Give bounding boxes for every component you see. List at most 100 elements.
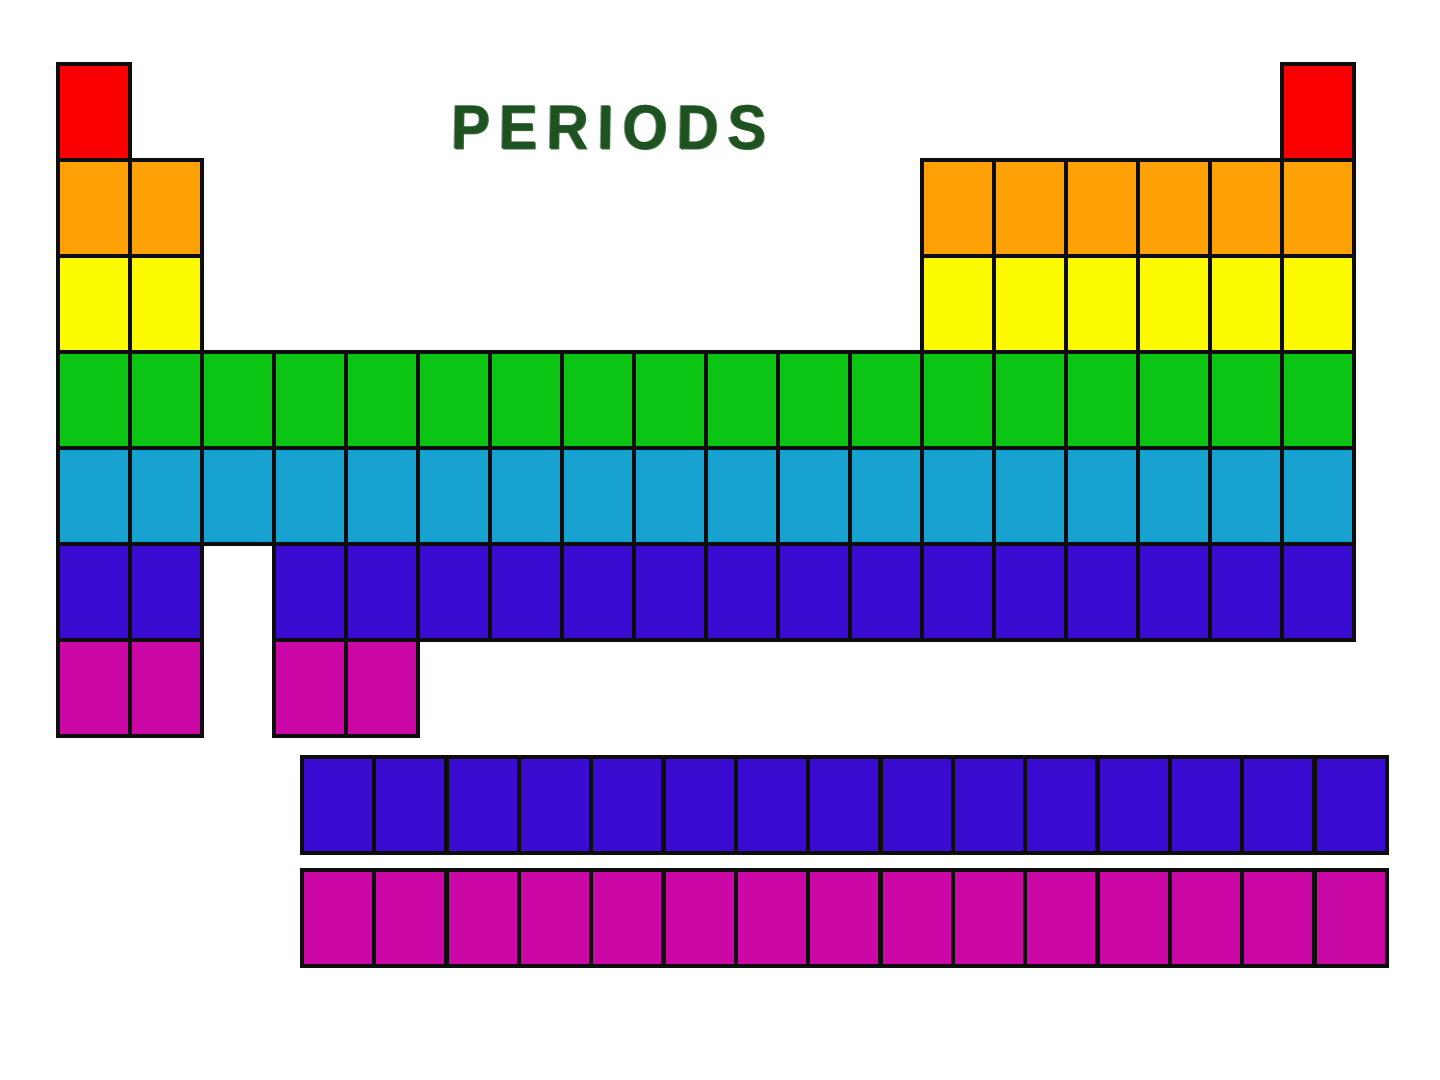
period-5-cyan-cell-col-15 (1064, 446, 1140, 546)
actinide-row-cell-9 (879, 868, 955, 968)
period-6-blue-cell-col-8 (560, 542, 636, 642)
period-7-magenta-cell-col-1 (56, 638, 132, 738)
period-4-green-cell-col-7 (488, 350, 564, 450)
period-6-blue-cell-col-15 (1064, 542, 1140, 642)
lanthanide-row-cell-3 (445, 755, 521, 855)
period-1-red-cell-col-18 (1280, 62, 1356, 162)
period-2-orange-cell-col-14 (992, 158, 1068, 258)
period-5-cyan-cell-col-8 (560, 446, 636, 546)
period-5-cyan-cell-col-16 (1136, 446, 1212, 546)
period-6-blue-cell-col-1 (56, 542, 132, 642)
period-4-green-cell-col-5 (344, 350, 420, 450)
period-4-green-cell-col-6 (416, 350, 492, 450)
lanthanide-row-cell-13 (1168, 755, 1244, 855)
period-3-yellow-cell-col-18 (1280, 254, 1356, 354)
lanthanide-row-cell-6 (662, 755, 738, 855)
period-4-green-cell-col-11 (776, 350, 852, 450)
period-2-orange-cell-col-1 (56, 158, 132, 258)
period-6-blue-cell-col-14 (992, 542, 1068, 642)
period-4-green-cell-col-4 (272, 350, 348, 450)
period-5-cyan-cell-col-10 (704, 446, 780, 546)
period-4-green-cell-col-13 (920, 350, 996, 450)
actinide-row-cell-13 (1168, 868, 1244, 968)
period-4-green-cell-col-17 (1208, 350, 1284, 450)
period-5-cyan-cell-col-5 (344, 446, 420, 546)
period-4-green-cell-col-15 (1064, 350, 1140, 450)
lanthanide-row-cell-1 (300, 755, 376, 855)
period-2-orange-cell-col-16 (1136, 158, 1212, 258)
period-4-green-cell-col-14 (992, 350, 1068, 450)
period-6-blue-cell-col-2 (128, 542, 204, 642)
lanthanide-row-cell-4 (517, 755, 593, 855)
actinide-row-cell-8 (806, 868, 882, 968)
period-6-blue-cell-col-5 (344, 542, 420, 642)
period-4-green-cell-col-9 (632, 350, 708, 450)
period-4-green-cell-col-8 (560, 350, 636, 450)
period-6-blue-cell-col-12 (848, 542, 924, 642)
period-7-magenta-cell-col-2 (128, 638, 204, 738)
period-5-cyan-cell-col-3 (200, 446, 276, 546)
actinide-row-cell-6 (662, 868, 738, 968)
diagram-title: PERIODS (450, 91, 776, 163)
period-3-yellow-cell-col-2 (128, 254, 204, 354)
period-6-blue-cell-col-10 (704, 542, 780, 642)
lanthanide-row-cell-14 (1240, 755, 1316, 855)
period-4-green-cell-col-2 (128, 350, 204, 450)
period-2-orange-cell-col-13 (920, 158, 996, 258)
actinide-row-cell-15 (1313, 868, 1389, 968)
actinide-row-cell-14 (1240, 868, 1316, 968)
period-2-orange-cell-col-2 (128, 158, 204, 258)
lanthanide-row-cell-5 (589, 755, 665, 855)
period-3-yellow-cell-col-1 (56, 254, 132, 354)
period-3-yellow-cell-col-16 (1136, 254, 1212, 354)
period-5-cyan-cell-col-1 (56, 446, 132, 546)
period-6-blue-cell-col-11 (776, 542, 852, 642)
period-5-cyan-cell-col-7 (488, 446, 564, 546)
lanthanide-row-cell-11 (1023, 755, 1099, 855)
actinide-row-cell-10 (951, 868, 1027, 968)
period-5-cyan-cell-col-14 (992, 446, 1068, 546)
period-5-cyan-cell-col-17 (1208, 446, 1284, 546)
period-3-yellow-cell-col-14 (992, 254, 1068, 354)
lanthanide-row-cell-7 (734, 755, 810, 855)
period-5-cyan-cell-col-12 (848, 446, 924, 546)
period-6-blue-cell-col-17 (1208, 542, 1284, 642)
actinide-row-cell-1 (300, 868, 376, 968)
period-6-blue-cell-col-16 (1136, 542, 1212, 642)
actinide-row-cell-3 (445, 868, 521, 968)
period-3-yellow-cell-col-13 (920, 254, 996, 354)
period-4-green-cell-col-3 (200, 350, 276, 450)
actinide-row-cell-2 (372, 868, 448, 968)
period-6-blue-cell-col-4 (272, 542, 348, 642)
period-6-blue-cell-col-18 (1280, 542, 1356, 642)
period-5-cyan-cell-col-4 (272, 446, 348, 546)
period-6-blue-cell-col-13 (920, 542, 996, 642)
lanthanide-row-cell-2 (372, 755, 448, 855)
period-5-cyan-cell-col-13 (920, 446, 996, 546)
period-5-cyan-cell-col-18 (1280, 446, 1356, 546)
period-5-cyan-cell-col-9 (632, 446, 708, 546)
period-2-orange-cell-col-15 (1064, 158, 1140, 258)
actinide-row-cell-12 (1096, 868, 1172, 968)
period-4-green-cell-col-10 (704, 350, 780, 450)
actinide-row-cell-11 (1023, 868, 1099, 968)
period-2-orange-cell-col-17 (1208, 158, 1284, 258)
lanthanide-row-cell-12 (1096, 755, 1172, 855)
period-6-blue-cell-col-6 (416, 542, 492, 642)
period-3-yellow-cell-col-15 (1064, 254, 1140, 354)
period-1-red-cell-col-1 (56, 62, 132, 162)
actinide-row-cell-4 (517, 868, 593, 968)
lanthanide-row-cell-9 (879, 755, 955, 855)
lanthanide-row-cell-10 (951, 755, 1027, 855)
period-4-green-cell-col-12 (848, 350, 924, 450)
actinide-row-cell-5 (589, 868, 665, 968)
period-7-magenta-cell-col-5 (344, 638, 420, 738)
lanthanide-row-cell-15 (1313, 755, 1389, 855)
period-5-cyan-cell-col-2 (128, 446, 204, 546)
period-7-magenta-cell-col-4 (272, 638, 348, 738)
period-6-blue-cell-col-7 (488, 542, 564, 642)
period-3-yellow-cell-col-17 (1208, 254, 1284, 354)
lanthanide-row-cell-8 (806, 755, 882, 855)
period-2-orange-cell-col-18 (1280, 158, 1356, 258)
